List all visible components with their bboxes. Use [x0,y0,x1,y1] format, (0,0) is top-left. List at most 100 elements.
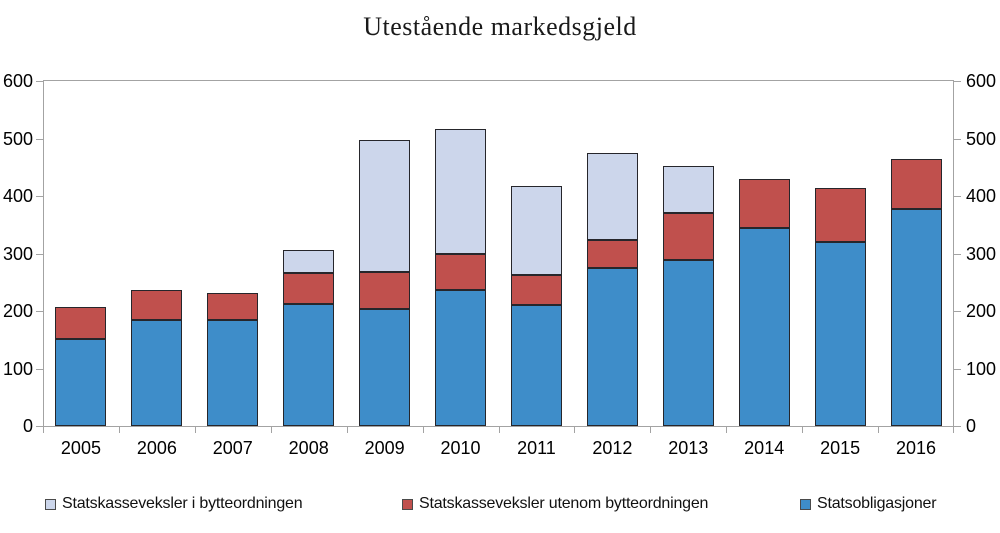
x-tick [346,427,348,433]
x-tick [953,427,954,433]
y-axis-label-right-0: 0 [966,416,977,436]
x-axis-label-2012: 2012 [592,438,633,458]
y-tick-left [36,368,43,370]
bar-2012 [586,153,638,426]
y-tick-left [36,253,43,255]
bar-segment-2009-statskasseveksler-utenom-bytteordningen [359,272,411,309]
bar-segment-2005-statskasseveksler-utenom-bytteordningen [55,307,107,340]
bar-segment-2016-statskasseveksler-utenom-bytteordningen [890,159,942,210]
y-tick-left [36,196,43,197]
x-axis-label-2010: 2010 [440,438,481,458]
y-axis-label-right-100: 100 [966,358,997,379]
y-tick-right [954,311,961,312]
bar-segment-2008-statsobligasjoner [283,303,335,426]
bar-segment-2012-statsobligasjoner [586,268,638,426]
x-axis-label-2009: 2009 [364,438,405,458]
bar-segment-2014-statskasseveksler-utenom-bytteordningen [738,179,790,229]
y-tick-right [954,138,961,140]
legend-swatch-icon [45,498,56,510]
bar-segment-2010-statskasseveksler-i-bytteordningen [435,128,487,254]
x-tick [118,427,120,433]
bar-2010 [435,128,487,426]
bar-segment-2012-statskasseveksler-i-bytteordningen [586,153,638,240]
bar-segment-2013-statskasseveksler-i-bytteordningen [662,165,714,213]
bar-segment-2015-statsobligasjoner [814,242,866,426]
bar-2007 [207,293,259,426]
bar-segment-2013-statskasseveksler-utenom-bytteordningen [662,212,714,260]
y-tick-right [954,368,961,370]
bar-segment-2015-statskasseveksler-utenom-bytteordningen [814,187,866,242]
bar-2009 [359,140,411,426]
bar-segment-2008-statskasseveksler-i-bytteordningen [283,249,335,274]
y-axis-label-right-200: 200 [966,301,997,321]
bar-segment-2012-statskasseveksler-utenom-bytteordningen [586,239,638,269]
plot-area [43,80,954,427]
x-tick [270,427,272,433]
legend-label: Statskasseveksler utenom bytteordningen [419,495,709,512]
y-axis-label-left-400: 400 [2,186,33,206]
bar-segment-2006-statsobligasjoner [131,320,183,426]
y-tick-right [954,426,961,427]
bar-2006 [131,289,183,426]
y-axis-label-left-500: 500 [2,128,33,149]
y-axis-label-left-100: 100 [2,358,33,379]
legend-swatch-icon [402,498,413,510]
legend-item-3: Statsobligasjoner [800,495,937,513]
legend-swatch-icon [800,498,811,510]
x-axis-label-2016: 2016 [896,438,937,458]
x-axis-label-2007: 2007 [212,438,253,458]
bar-segment-2009-statsobligasjoner [359,308,411,426]
y-axis-label-left-0: 0 [22,416,33,436]
legend-item-1: Statskasseveksler i bytteordningen [45,495,303,513]
bar-segment-2005-statsobligasjoner [55,339,107,426]
y-axis-label-right-600: 600 [966,71,997,91]
legend-label: Statsobligasjoner [817,495,937,512]
bar-segment-2007-statsobligasjoner [207,320,259,426]
x-tick [422,427,424,433]
y-tick-left [36,426,43,427]
x-tick [650,427,652,433]
bar-2016 [890,159,942,426]
bar-segment-2010-statsobligasjoner [435,289,487,426]
bar-2013 [662,165,714,426]
y-axis-label-left-600: 600 [2,71,33,91]
y-tick-right [954,253,961,255]
bar-segment-2009-statskasseveksler-i-bytteordningen [359,140,411,273]
x-axis-label-2006: 2006 [136,438,177,458]
x-tick [574,427,576,433]
x-axis-label-2005: 2005 [60,438,101,458]
y-axis-label-right-500: 500 [966,128,997,149]
bar-2008 [283,249,335,426]
bar-segment-2010-statskasseveksler-utenom-bytteordningen [435,253,487,290]
y-axis-label-right-300: 300 [966,243,997,264]
y-axis-label-left-200: 200 [2,301,33,321]
bar-segment-2011-statskasseveksler-utenom-bytteordningen [510,275,562,306]
x-axis-label-2008: 2008 [288,438,329,458]
bar-2011 [510,186,562,426]
bar-segment-2008-statskasseveksler-utenom-bytteordningen [283,273,335,304]
x-axis-label-2011: 2011 [517,438,556,458]
y-tick-left [36,81,43,82]
legend-label: Statskasseveksler i bytteordningen [62,495,303,512]
x-tick [878,427,880,433]
x-tick [43,427,44,433]
x-axis-label-2015: 2015 [820,438,861,458]
bar-segment-2007-statskasseveksler-utenom-bytteordningen [207,293,259,321]
y-axis-label-right-400: 400 [966,186,997,206]
bar-segment-2011-statsobligasjoner [510,305,562,426]
chart-title: Utestående markedsgjeld [363,12,637,41]
y-tick-right [954,196,961,197]
bar-2005 [55,307,107,426]
bar-segment-2013-statsobligasjoner [662,259,714,426]
y-tick-left [36,138,43,140]
y-axis-label-left-300: 300 [2,243,33,264]
bar-2015 [814,187,866,426]
bar-segment-2006-statskasseveksler-utenom-bytteordningen [131,289,183,321]
bar-segment-2011-statskasseveksler-i-bytteordningen [510,186,562,276]
x-tick [802,427,804,433]
x-axis-label-2014: 2014 [744,438,785,458]
x-axis-label-2013: 2013 [668,438,709,458]
y-tick-left [36,311,43,312]
bar-segment-2016-statsobligasjoner [890,209,942,426]
